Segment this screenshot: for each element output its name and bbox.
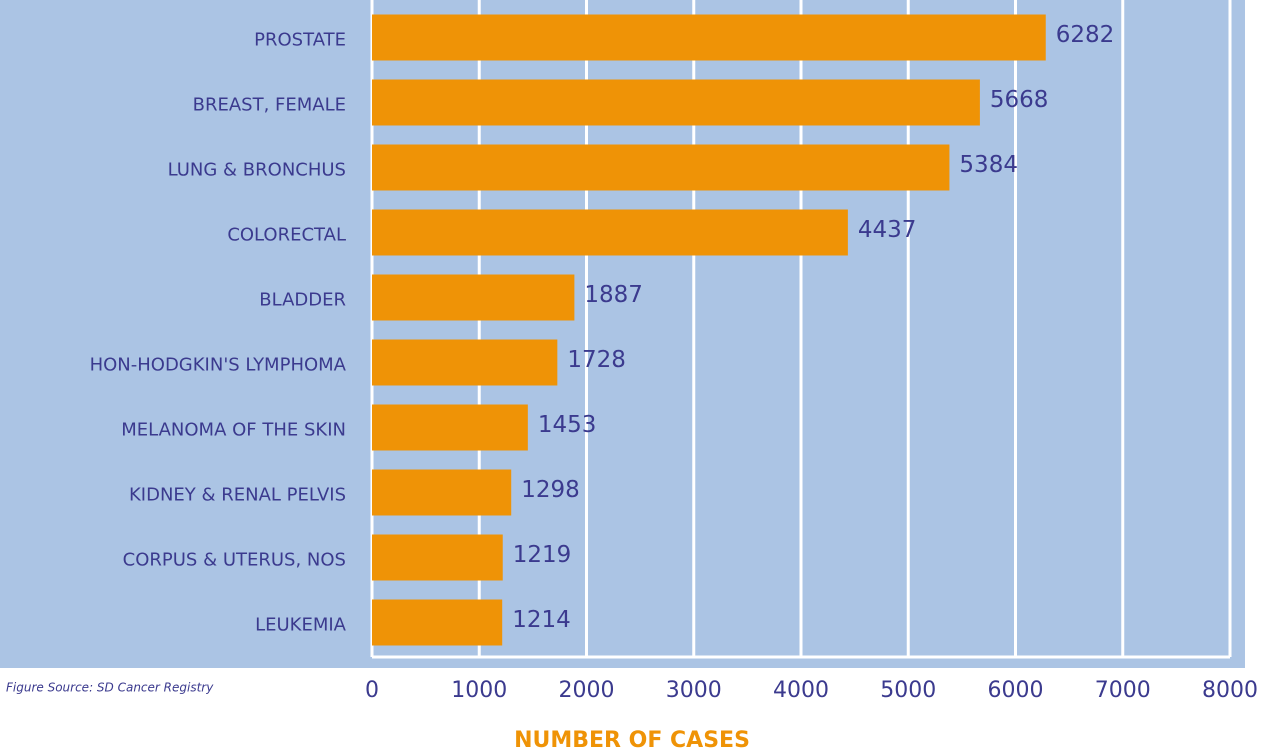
bar — [372, 469, 512, 516]
y-tick-label: HON-HODGKIN'S LYMPHOMA — [90, 355, 347, 376]
value-label: 5668 — [990, 87, 1049, 113]
bar — [372, 534, 503, 581]
x-tick-label: 6000 — [988, 678, 1044, 703]
x-tick-label: 3000 — [666, 678, 722, 703]
bar — [372, 339, 558, 386]
x-axis-title: NUMBER OF CASES — [514, 728, 750, 753]
source-note: Figure Source: SD Cancer Registry — [6, 681, 214, 695]
y-tick-label: BLADDER — [259, 290, 346, 311]
value-label: 1887 — [584, 282, 643, 308]
y-tick-label: CORPUS & UTERUS, NOS — [123, 550, 346, 571]
value-label: 6282 — [1056, 22, 1115, 48]
bar — [372, 404, 528, 451]
y-tick-label: KIDNEY & RENAL PELVIS — [129, 485, 346, 506]
x-tick-label: 0 — [365, 678, 379, 703]
y-tick-label: LEUKEMIA — [255, 615, 347, 636]
bar — [372, 274, 575, 321]
bar — [372, 144, 950, 191]
value-label: 1298 — [521, 477, 580, 503]
x-tick-label: 8000 — [1202, 678, 1258, 703]
x-tick-label: 2000 — [559, 678, 615, 703]
y-tick-label: LUNG & BRONCHUS — [168, 160, 346, 181]
x-tick-label: 1000 — [451, 678, 507, 703]
x-tick-label: 7000 — [1095, 678, 1151, 703]
y-tick-label: BREAST, FEMALE — [193, 95, 346, 116]
value-label: 1728 — [567, 347, 626, 373]
bar — [372, 14, 1046, 61]
value-label: 1219 — [513, 542, 572, 568]
x-tick-label: 5000 — [880, 678, 936, 703]
bar — [372, 209, 848, 256]
value-label: 4437 — [858, 217, 917, 243]
value-label: 5384 — [959, 152, 1018, 178]
bar — [372, 79, 980, 126]
value-label: 1453 — [538, 412, 597, 438]
y-tick-label: PROSTATE — [254, 30, 346, 51]
bar — [372, 599, 503, 646]
y-tick-label: MELANOMA OF THE SKIN — [121, 420, 346, 441]
y-tick-label: COLORECTAL — [227, 225, 346, 246]
value-label: 1214 — [512, 607, 571, 633]
x-tick-label: 4000 — [773, 678, 829, 703]
